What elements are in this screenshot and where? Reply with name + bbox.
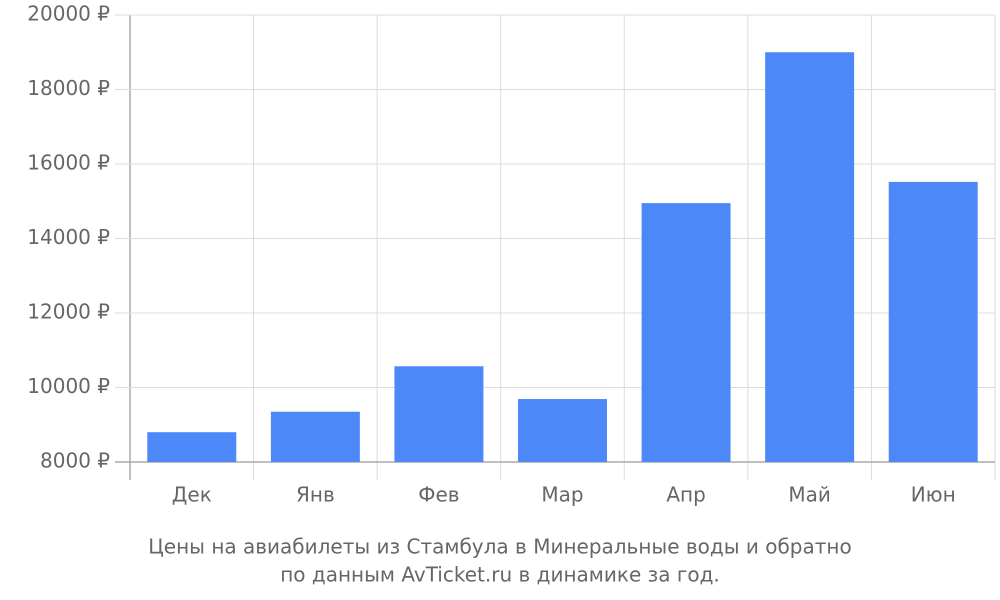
x-tick-label: Мар <box>541 483 583 507</box>
y-tick-label: 20000 ₽ <box>27 2 110 26</box>
x-tick-label: Янв <box>296 483 335 507</box>
x-tick-label: Апр <box>666 483 705 507</box>
bar <box>888 181 978 462</box>
x-tick-label: Май <box>788 483 831 507</box>
x-tick-label: Июн <box>911 483 956 507</box>
x-tick-label: Дек <box>172 483 212 507</box>
caption-line: по данным AvTicket.ru в динамике за год. <box>280 563 720 587</box>
y-tick-label: 12000 ₽ <box>27 300 110 324</box>
bar <box>394 366 484 462</box>
x-tick-label: Фев <box>418 483 459 507</box>
y-tick-label: 18000 ₽ <box>27 76 110 100</box>
bar <box>765 52 855 462</box>
bar <box>518 399 607 462</box>
bar <box>270 411 360 462</box>
y-tick-label: 14000 ₽ <box>27 225 110 249</box>
caption-line: Цены на авиабилеты из Стамбула в Минерал… <box>148 535 851 559</box>
bar <box>641 203 731 463</box>
y-tick-label: 8000 ₽ <box>40 449 110 473</box>
y-tick-label: 16000 ₽ <box>27 151 110 175</box>
bar <box>147 432 237 462</box>
y-tick-label: 10000 ₽ <box>27 374 110 398</box>
